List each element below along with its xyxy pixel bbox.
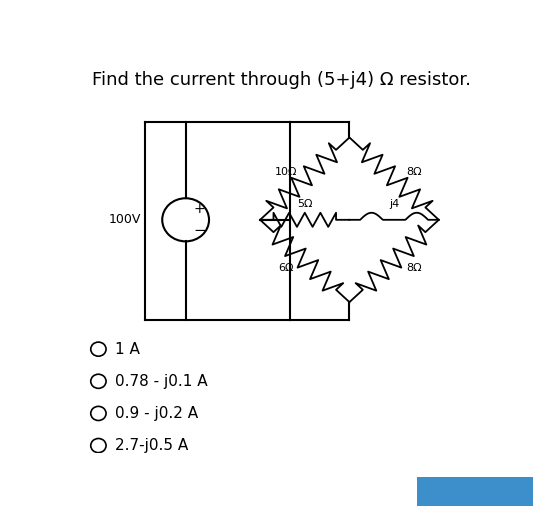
Text: 8Ω: 8Ω xyxy=(407,167,422,177)
Text: +: + xyxy=(194,202,205,216)
Text: Find the current through (5+j4) Ω resistor.: Find the current through (5+j4) Ω resist… xyxy=(92,71,471,89)
Text: −: − xyxy=(193,223,206,238)
Text: 5Ω: 5Ω xyxy=(297,199,312,209)
Text: 2.7-j0.5 A: 2.7-j0.5 A xyxy=(115,438,189,453)
Text: 10Ω: 10Ω xyxy=(274,167,297,177)
Text: j4: j4 xyxy=(389,199,399,209)
Text: 0.78 - j0.1 A: 0.78 - j0.1 A xyxy=(115,374,208,389)
FancyBboxPatch shape xyxy=(408,474,542,509)
Text: 6Ω: 6Ω xyxy=(278,263,293,273)
Text: 0.9 - j0.2 A: 0.9 - j0.2 A xyxy=(115,406,199,421)
Text: 8Ω: 8Ω xyxy=(407,263,422,273)
Text: 1 A: 1 A xyxy=(115,342,141,357)
Text: 100V: 100V xyxy=(109,213,141,227)
